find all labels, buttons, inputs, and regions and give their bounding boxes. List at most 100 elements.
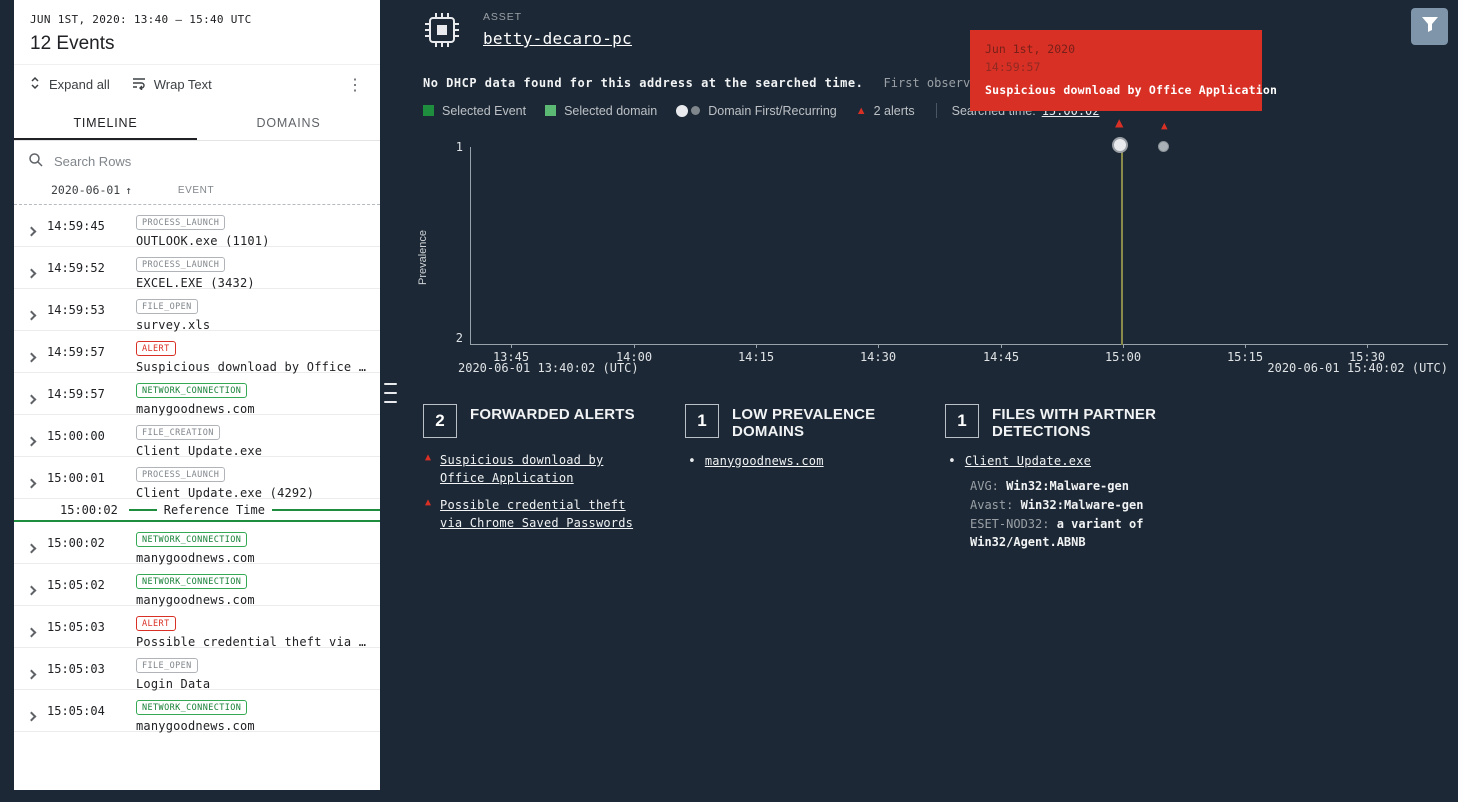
x-tick-label: 14:00 bbox=[615, 350, 653, 364]
event-time: 14:59:57 bbox=[47, 345, 105, 359]
event-cell: FILE_CREATION Client Update.exe bbox=[136, 415, 380, 458]
column-date[interactable]: 2020-06-01 bbox=[51, 183, 121, 197]
x-tick-mark bbox=[878, 344, 879, 348]
tooltip-message: Suspicious download by Office Applicatio… bbox=[985, 83, 1278, 97]
event-cell: PROCESS_LAUNCH OUTLOOK.exe (1101) bbox=[136, 205, 380, 248]
domain-list-item: • manygoodnews.com bbox=[685, 454, 920, 471]
event-type-badge: FILE_OPEN bbox=[136, 299, 198, 314]
alert-list-item: ▲ Suspicious download by Office Applicat… bbox=[423, 451, 663, 487]
chevron-right-icon[interactable] bbox=[26, 373, 47, 414]
x-tick-label: 14:45 bbox=[982, 350, 1020, 364]
expand-all-button[interactable]: Expand all bbox=[28, 76, 110, 93]
event-time: 15:00:01 bbox=[47, 471, 105, 485]
event-time: 15:05:03 bbox=[47, 620, 105, 634]
panel-resize-handle[interactable] bbox=[384, 383, 397, 410]
alert-marker[interactable]: ▲ bbox=[1115, 115, 1124, 131]
selected-domain-swatch bbox=[545, 105, 557, 116]
timeline-row[interactable]: 14:59:45 PROCESS_LAUNCH OUTLOOK.exe (110… bbox=[14, 205, 380, 248]
domain-first-marker[interactable] bbox=[1112, 137, 1128, 153]
chevron-right-icon[interactable] bbox=[26, 606, 47, 647]
chevron-right-icon[interactable] bbox=[26, 205, 47, 246]
event-type-badge: NETWORK_CONNECTION bbox=[136, 383, 248, 398]
x-axis-start-label: 2020-06-01 13:40:02 (UTC) bbox=[458, 361, 639, 375]
timeline-row[interactable]: 15:05:02 NETWORK_CONNECTION manygoodnews… bbox=[14, 564, 380, 607]
event-description: manygoodnews.com bbox=[136, 402, 255, 416]
event-description: Client Update.exe bbox=[136, 444, 263, 458]
detection-result: Win32:Malware-gen bbox=[1006, 479, 1129, 494]
y-axis-label: Prevalence bbox=[417, 229, 429, 285]
x-axis-end-label: 2020-06-01 15:40:02 (UTC) bbox=[1267, 361, 1448, 375]
chevron-right-icon[interactable] bbox=[26, 522, 47, 563]
event-type-badge: PROCESS_LAUNCH bbox=[136, 467, 226, 482]
first-observed-label: First observed: bbox=[883, 76, 992, 90]
event-type-badge: PROCESS_LAUNCH bbox=[136, 215, 226, 230]
legend-divider bbox=[935, 103, 937, 118]
partner-detections-card: 1 FILES WITH PARTNER DETECTIONS • Client… bbox=[945, 404, 1215, 552]
timeline-row[interactable]: 15:05:03 FILE_OPEN Login Data bbox=[14, 648, 380, 691]
card-title: FORWARDED ALERTS bbox=[470, 406, 635, 423]
reference-line bbox=[271, 508, 380, 511]
timeline-row[interactable]: 15:00:01 PROCESS_LAUNCH Client Update.ex… bbox=[14, 457, 380, 500]
legend-alerts: ▲ 2 alerts bbox=[856, 104, 915, 118]
timeline-row[interactable]: 15:00:02 NETWORK_CONNECTION manygoodnews… bbox=[14, 522, 380, 565]
event-type-badge: PROCESS_LAUNCH bbox=[136, 257, 226, 272]
wrap-text-button[interactable]: Wrap Text bbox=[132, 76, 212, 93]
legend-selected-event: Selected Event bbox=[423, 104, 526, 118]
date-range: JUN 1ST, 2020: 13:40 – 15:40 UTC bbox=[30, 13, 252, 26]
event-time: 14:59:52 bbox=[47, 261, 105, 275]
chevron-right-icon[interactable] bbox=[26, 690, 47, 731]
tab-timeline[interactable]: TIMELINE bbox=[14, 104, 197, 140]
chevron-right-icon[interactable] bbox=[26, 331, 47, 372]
panel-tabs: TIMELINE DOMAINS bbox=[14, 104, 380, 141]
engine-name: AVG: bbox=[970, 479, 999, 494]
bullet-icon: • bbox=[948, 453, 956, 469]
sort-ascending-icon[interactable]: ↑ bbox=[125, 183, 132, 197]
timeline-row[interactable]: 15:05:04 NETWORK_CONNECTION manygoodnews… bbox=[14, 690, 380, 733]
chevron-right-icon[interactable] bbox=[26, 564, 47, 605]
tooltip-date: Jun 1st, 2020 bbox=[985, 42, 1076, 56]
timeline-row[interactable]: 15:05:03 ALERT Possible credential theft… bbox=[14, 606, 380, 649]
dhcp-message: No DHCP data found for this address at t… bbox=[423, 76, 864, 90]
engine-name: ESET-NOD32: bbox=[970, 516, 1050, 531]
x-tick-label: 15:15 bbox=[1226, 350, 1264, 364]
x-tick-mark bbox=[756, 344, 757, 348]
reference-time: 15:00:02 bbox=[60, 502, 118, 517]
event-cell: PROCESS_LAUNCH EXCEL.EXE (3432) bbox=[136, 247, 380, 290]
search-input[interactable] bbox=[52, 153, 366, 170]
bullet-icon: • bbox=[688, 453, 696, 469]
searched-time-line bbox=[1121, 147, 1123, 345]
event-description: manygoodnews.com bbox=[136, 551, 255, 565]
filter-button[interactable] bbox=[1411, 8, 1448, 45]
reference-time-row: 15:00:02 Reference Time bbox=[14, 499, 380, 522]
alert-marker[interactable]: ▲ bbox=[1161, 119, 1168, 132]
event-time: 15:05:03 bbox=[47, 662, 105, 676]
chevron-right-icon[interactable] bbox=[26, 457, 47, 498]
domain-recurring-marker[interactable] bbox=[1158, 141, 1169, 152]
events-count: 12 Events bbox=[30, 33, 115, 54]
timeline-row[interactable]: 14:59:53 FILE_OPEN survey.xls bbox=[14, 289, 380, 332]
kebab-menu-icon[interactable]: ⋮ bbox=[347, 76, 363, 94]
plot-area: 1 2 13:45 14:00 14:15 14:30 14:45 15:00 … bbox=[456, 116, 1448, 364]
alert-link[interactable]: Possible credential theft via Chrome Sav… bbox=[440, 498, 634, 530]
timeline-row[interactable]: 14:59:57 ALERT Suspicious download by Of… bbox=[14, 331, 380, 374]
unfold-icon bbox=[28, 76, 42, 93]
event-description: survey.xls bbox=[136, 318, 211, 332]
timeline-row[interactable]: 15:00:00 FILE_CREATION Client Update.exe bbox=[14, 415, 380, 458]
timeline-row[interactable]: 14:59:52 PROCESS_LAUNCH EXCEL.EXE (3432) bbox=[14, 247, 380, 290]
timeline-panel: JUN 1ST, 2020: 13:40 – 15:40 UTC 12 Even… bbox=[14, 0, 380, 790]
selected-event-swatch bbox=[423, 105, 434, 116]
domain-first-swatch bbox=[676, 104, 689, 117]
asset-name-link[interactable]: betty-decaro-pc bbox=[483, 29, 632, 48]
wrap-text-label: Wrap Text bbox=[153, 77, 212, 92]
tab-domains[interactable]: DOMAINS bbox=[256, 116, 321, 130]
domain-link[interactable]: manygoodnews.com bbox=[704, 453, 824, 468]
chevron-right-icon[interactable] bbox=[26, 289, 47, 330]
domain-recurring-swatch bbox=[691, 106, 701, 115]
chevron-right-icon[interactable] bbox=[26, 415, 47, 456]
timeline-row[interactable]: 14:59:57 NETWORK_CONNECTION manygoodnews… bbox=[14, 373, 380, 416]
chevron-right-icon[interactable] bbox=[26, 247, 47, 288]
search-icon bbox=[28, 152, 43, 171]
alert-link[interactable]: Suspicious download by Office Applicatio… bbox=[440, 453, 604, 485]
chevron-right-icon[interactable] bbox=[26, 648, 47, 689]
file-link[interactable]: Client Update.exe bbox=[964, 453, 1092, 468]
